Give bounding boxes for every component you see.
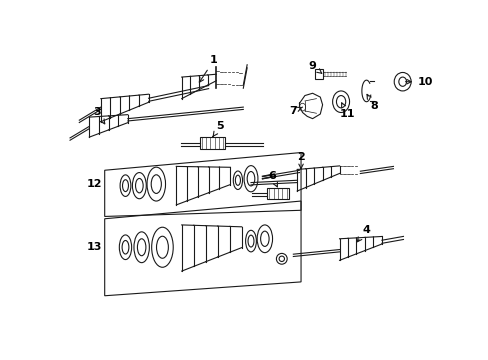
Text: 7: 7 [289, 106, 302, 116]
Text: 4: 4 [357, 225, 370, 242]
Text: 3: 3 [93, 108, 104, 124]
Text: 12: 12 [87, 179, 102, 189]
Text: 8: 8 [366, 94, 377, 111]
Text: 6: 6 [267, 171, 277, 187]
Text: 10: 10 [405, 77, 432, 87]
Text: 13: 13 [87, 242, 102, 252]
Bar [266, 188, 288, 199]
Text: 9: 9 [308, 61, 321, 73]
Bar [314, 69, 322, 78]
Text: 2: 2 [297, 152, 305, 168]
Text: 5: 5 [212, 121, 224, 136]
Text: 11: 11 [339, 103, 354, 119]
Text: 1: 1 [199, 55, 218, 82]
